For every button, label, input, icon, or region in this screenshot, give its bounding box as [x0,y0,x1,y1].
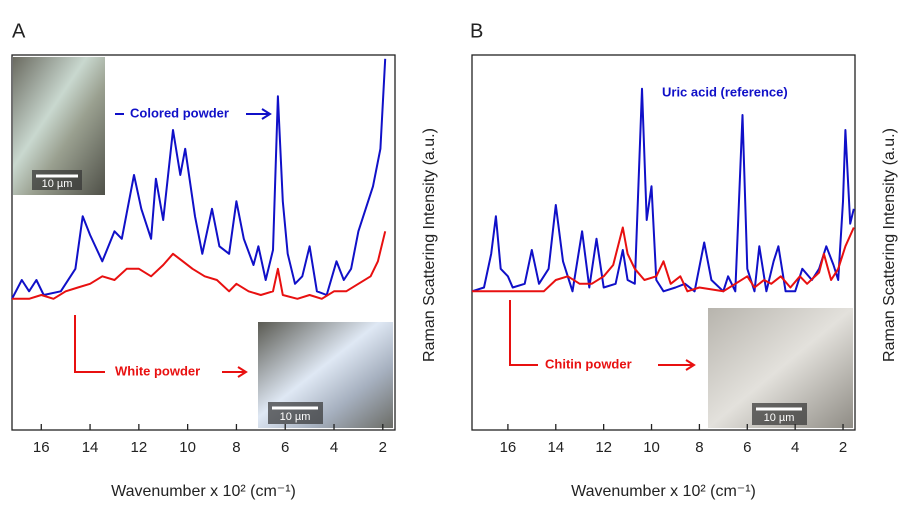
inset-photo: 10 µm [708,308,853,428]
x-axis-title: Wavenumber x 10² (cm⁻¹) [111,483,296,500]
x-tick-label: 2 [839,439,847,456]
annotation-arrows [74,108,696,378]
x-tick-label: 4 [330,439,338,456]
panel-label: A [12,20,26,42]
scale-label: 10 µm [42,178,73,190]
x-tick-label: 14 [82,439,99,456]
x-tick-label: 10 [643,439,660,456]
x-tick-label: 16 [500,439,517,456]
series-label: Colored powder [130,105,229,120]
inset-photo: 10 µm [13,57,105,195]
y-axis-title: Raman Scattering Intensity (a.u.) [881,128,898,362]
plot-frame [471,54,856,431]
x-tick-label: 8 [232,439,240,456]
x-tick-label: 14 [547,439,564,456]
x-tick-label: 6 [743,439,751,456]
inset-photo: 10 µm [258,322,393,428]
x-axis-title: Wavenumber x 10² (cm⁻¹) [571,483,756,500]
series-line [471,87,855,293]
series-line [12,231,387,300]
series-label: White powder [115,363,200,378]
x-tick-label: 12 [131,439,148,456]
x-tick-label: 12 [595,439,612,456]
x-tick-label: 8 [695,439,703,456]
x-tick-label: 16 [33,439,50,456]
x-tick-label: 6 [281,439,289,456]
scale-label: 10 µm [764,412,795,424]
plot-frame [11,54,396,431]
series-line [472,226,855,293]
x-tick-label: 2 [379,439,387,456]
y-axis-title: Raman Scattering Intensity (a.u.) [421,128,438,362]
x-tick-label: 10 [179,439,196,456]
scale-label: 10 µm [280,411,311,423]
series-line [11,58,387,300]
series-label: Uric acid (reference) [662,84,788,99]
x-tick-label: 4 [791,439,799,456]
panel-label: B [470,20,483,42]
series-label: Chitin powder [545,356,632,371]
